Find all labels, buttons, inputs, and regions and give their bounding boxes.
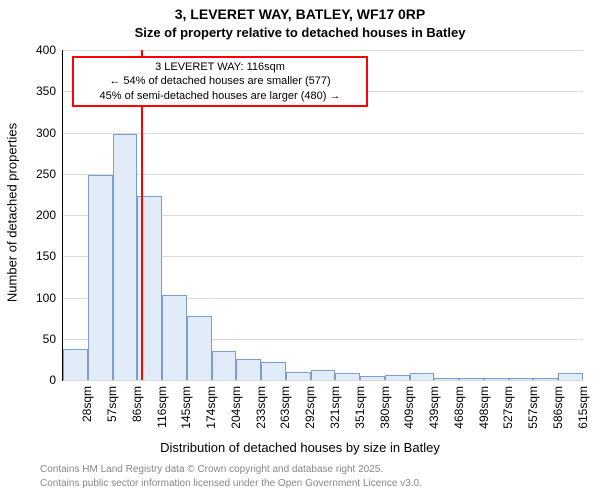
grid-line <box>63 380 583 381</box>
histogram-bar <box>509 378 534 380</box>
x-tick-label: 145sqm <box>179 386 193 436</box>
histogram-bar <box>335 373 360 380</box>
x-tick-label: 204sqm <box>229 386 243 436</box>
annotation-line: 45% of semi-detached houses are larger (… <box>80 89 360 103</box>
x-tick-label: 351sqm <box>353 386 367 436</box>
chart-title: 3, LEVERET WAY, BATLEY, WF17 0RP <box>0 6 600 22</box>
x-tick-label: 263sqm <box>278 386 292 436</box>
histogram-bar <box>236 359 261 380</box>
x-tick-label: 174sqm <box>204 386 218 436</box>
y-tick-label: 100 <box>22 291 56 305</box>
y-tick-label: 50 <box>22 332 56 346</box>
histogram-bar <box>187 316 212 380</box>
histogram-bar <box>286 372 311 380</box>
histogram-bar <box>311 370 336 380</box>
footer-line-2: Contains public sector information licen… <box>40 478 422 489</box>
histogram-bar <box>434 378 459 380</box>
y-tick-label: 150 <box>22 249 56 263</box>
histogram-bar <box>162 295 187 380</box>
histogram-bar <box>533 378 558 380</box>
x-tick-label: 86sqm <box>130 386 144 436</box>
x-tick-label: 116sqm <box>155 386 169 436</box>
y-axis-label: Number of detached properties <box>5 113 20 313</box>
x-tick-label: 321sqm <box>328 386 342 436</box>
y-tick-label: 350 <box>22 84 56 98</box>
y-tick-label: 250 <box>22 167 56 181</box>
x-tick-label: 498sqm <box>477 386 491 436</box>
y-tick-label: 400 <box>22 43 56 57</box>
annotation-box: 3 LEVERET WAY: 116sqm← 54% of detached h… <box>72 56 368 107</box>
x-tick-label: 586sqm <box>551 386 565 436</box>
histogram-bar <box>261 362 286 380</box>
x-tick-label: 233sqm <box>254 386 268 436</box>
footer-line-1: Contains HM Land Registry data © Crown c… <box>40 464 383 475</box>
histogram-bar <box>385 375 410 380</box>
x-tick-label: 57sqm <box>105 386 119 436</box>
y-tick-label: 200 <box>22 208 56 222</box>
histogram-bar <box>459 378 484 380</box>
histogram-bar <box>88 175 113 380</box>
histogram-bar <box>484 378 509 380</box>
x-tick-label: 527sqm <box>501 386 515 436</box>
x-tick-label: 615sqm <box>576 386 590 436</box>
histogram-bar <box>212 351 237 380</box>
x-axis-label: Distribution of detached houses by size … <box>0 440 600 455</box>
x-tick-label: 28sqm <box>80 386 94 436</box>
histogram-bar <box>113 134 138 380</box>
histogram-bar <box>410 373 435 380</box>
x-tick-label: 380sqm <box>378 386 392 436</box>
x-tick-label: 468sqm <box>452 386 466 436</box>
x-tick-label: 439sqm <box>427 386 441 436</box>
chart-container: 3, LEVERET WAY, BATLEY, WF17 0RP Size of… <box>0 0 600 500</box>
histogram-bar <box>558 373 583 380</box>
histogram-bar <box>360 376 385 380</box>
annotation-line: ← 54% of detached houses are smaller (57… <box>80 74 360 88</box>
annotation-line: 3 LEVERET WAY: 116sqm <box>80 60 360 74</box>
x-tick-label: 557sqm <box>526 386 540 436</box>
y-tick-label: 300 <box>22 126 56 140</box>
histogram-bar <box>63 349 88 380</box>
x-tick-label: 292sqm <box>303 386 317 436</box>
y-tick-label: 0 <box>22 373 56 387</box>
chart-subtitle: Size of property relative to detached ho… <box>0 25 600 40</box>
x-tick-label: 409sqm <box>402 386 416 436</box>
